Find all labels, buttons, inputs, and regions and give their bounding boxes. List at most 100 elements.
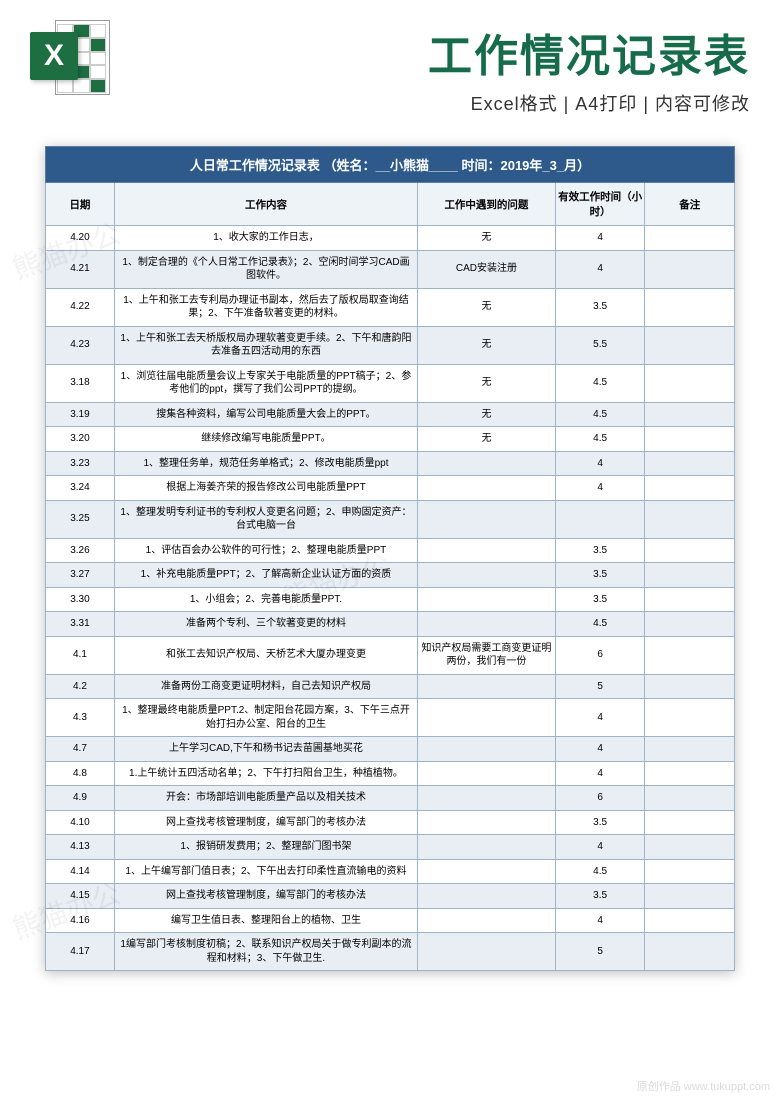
cell-work: 1、整理任务单，规范任务单格式；2、修改电能质量ppt [114, 451, 417, 476]
cell-date: 4.3 [46, 699, 115, 737]
cell-problem [418, 810, 556, 835]
cell-note [645, 835, 735, 860]
cell-note [645, 402, 735, 427]
cell-hours: 3.5 [555, 563, 645, 588]
cell-work: 1、整理最终电能质量PPT.2、制定阳台花园方案，3、下午三点开始打扫办公室、阳… [114, 699, 417, 737]
cell-date: 4.13 [46, 835, 115, 860]
cell-date: 4.2 [46, 674, 115, 699]
excel-x: X [44, 39, 64, 73]
cell-work: 准备两份工商变更证明材料，自己去知识产权局 [114, 674, 417, 699]
cell-work: 上午学习CAD,下午和杨书记去苗圃基地买花 [114, 737, 417, 762]
cell-hours: 4 [555, 250, 645, 288]
cell-note [645, 859, 735, 884]
table-body: 4.201、收大家的工作日志，无44.211、制定合理的《个人日常工作记录表》；… [46, 226, 735, 971]
table-row: 3.231、整理任务单，规范任务单格式；2、修改电能质量ppt4 [46, 451, 735, 476]
cell-note [645, 288, 735, 326]
cell-problem: 知识产权局需要工商变更证明两份，我们有一份 [418, 636, 556, 674]
cell-date: 3.25 [46, 500, 115, 538]
work-log-table: 人日常工作情况记录表 （姓名：__小熊猫____ 时间：2019年_3_月） 日… [45, 146, 735, 971]
cell-note [645, 612, 735, 637]
cell-note [645, 538, 735, 563]
cell-hours: 4 [555, 476, 645, 501]
table-title: 人日常工作情况记录表 （姓名：__小熊猫____ 时间：2019年_3_月） [46, 147, 735, 183]
cell-work: 1、浏览往届电能质量会议上专家关于电能质量的PPT稿子；2、参考他们的ppt，撰… [114, 364, 417, 402]
cell-problem [418, 761, 556, 786]
cell-problem [418, 786, 556, 811]
cell-date: 3.18 [46, 364, 115, 402]
table-row: 3.19搜集各种资料，编写公司电能质量大会上的PPT。无4.5 [46, 402, 735, 427]
cell-work: 准备两个专利、三个软著变更的材料 [114, 612, 417, 637]
cell-problem: CAD安装注册 [418, 250, 556, 288]
cell-hours: 4.5 [555, 364, 645, 402]
table-row: 4.141、上午编写部门值日表；2、下午出去打印柔性直流输电的资料 4.5 [46, 859, 735, 884]
cell-problem [418, 859, 556, 884]
cell-work: 1、收大家的工作日志， [114, 226, 417, 251]
cell-date: 4.23 [46, 326, 115, 364]
cell-problem [418, 538, 556, 563]
table-row: 3.301、小组会；2、完善电能质量PPT.3.5 [46, 587, 735, 612]
cell-date: 4.8 [46, 761, 115, 786]
cell-note [645, 933, 735, 971]
cell-date: 4.17 [46, 933, 115, 971]
cell-work: 1、上午和张工去专利局办理证书副本，然后去了版权局取查询结果；2、下午准备软著变… [114, 288, 417, 326]
table-row: 4.9开会：市场部培训电能质量产品以及相关技术6 [46, 786, 735, 811]
table-row: 4.221、上午和张工去专利局办理证书副本，然后去了版权局取查询结果；2、下午准… [46, 288, 735, 326]
cell-hours: 4 [555, 908, 645, 933]
cell-hours: 3.5 [555, 288, 645, 326]
cell-date: 4.15 [46, 884, 115, 909]
cell-hours: 4 [555, 226, 645, 251]
cell-problem: 无 [418, 288, 556, 326]
col-date: 日期 [46, 183, 115, 226]
cell-problem [418, 884, 556, 909]
cell-hours: 4.5 [555, 612, 645, 637]
table-row: 4.16编写卫生值日表、整理阳台上的植物、卫生4 [46, 908, 735, 933]
cell-date: 3.19 [46, 402, 115, 427]
cell-problem [418, 737, 556, 762]
domain-watermark: 原创作品 www.tukuppt.com [637, 1078, 770, 1094]
cell-hours: 3.5 [555, 587, 645, 612]
table-row: 3.271、补充电能质量PPT；2、了解高新企业认证方面的资质3.5 [46, 563, 735, 588]
cell-date: 3.20 [46, 427, 115, 452]
cell-note [645, 226, 735, 251]
cell-work: 根据上海姜齐荣的报告修改公司电能质量PPT [114, 476, 417, 501]
cell-note [645, 884, 735, 909]
table-row: 3.31准备两个专利、三个软著变更的材料4.5 [46, 612, 735, 637]
cell-note [645, 699, 735, 737]
cell-date: 4.14 [46, 859, 115, 884]
cell-work: 1、上午编写部门值日表；2、下午出去打印柔性直流输电的资料 [114, 859, 417, 884]
cell-problem [418, 563, 556, 588]
cell-problem: 无 [418, 364, 556, 402]
cell-hours: 3.5 [555, 538, 645, 563]
cell-note [645, 761, 735, 786]
cell-hours: 4.5 [555, 859, 645, 884]
cell-hours: 5 [555, 933, 645, 971]
cell-note [645, 451, 735, 476]
cell-date: 4.21 [46, 250, 115, 288]
col-note: 备注 [645, 183, 735, 226]
cell-problem [418, 908, 556, 933]
table-row: 4.131、报销研发费用；2、整理部门图书架4 [46, 835, 735, 860]
table-row: 4.2准备两份工商变更证明材料，自己去知识产权局5 [46, 674, 735, 699]
cell-date: 4.16 [46, 908, 115, 933]
cell-work: 1编写部门考核制度初稿；2、联系知识产权局关于做专利副本的流程和材料；3、下午做… [114, 933, 417, 971]
cell-date: 3.24 [46, 476, 115, 501]
table-row: 4.81.上午统计五四活动名单；2、下午打扫阳台卫生，种植植物。4 [46, 761, 735, 786]
col-hours: 有效工作时间（小时） [555, 183, 645, 226]
cell-problem [418, 933, 556, 971]
cell-work: 网上查找考核管理制度，编写部门的考核办法 [114, 884, 417, 909]
spreadsheet-document: 人日常工作情况记录表 （姓名：__小熊猫____ 时间：2019年_3_月） 日… [45, 146, 735, 971]
cell-work: 1.上午统计五四活动名单；2、下午打扫阳台卫生，种植植物。 [114, 761, 417, 786]
cell-date: 4.1 [46, 636, 115, 674]
cell-date: 3.23 [46, 451, 115, 476]
cell-note [645, 326, 735, 364]
table-row: 3.181、浏览往届电能质量会议上专家关于电能质量的PPT稿子；2、参考他们的p… [46, 364, 735, 402]
cell-note [645, 908, 735, 933]
cell-date: 4.20 [46, 226, 115, 251]
cell-problem [418, 612, 556, 637]
cell-problem [418, 587, 556, 612]
cell-problem [418, 476, 556, 501]
table-row: 4.1和张工去知识产权局、天桥艺术大厦办理变更知识产权局需要工商变更证明两份，我… [46, 636, 735, 674]
page-title: 工作情况记录表 [125, 20, 750, 84]
cell-problem: 无 [418, 402, 556, 427]
table-row: 4.211、制定合理的《个人日常工作记录表》；2、空闲时间学习CAD画图软件。C… [46, 250, 735, 288]
